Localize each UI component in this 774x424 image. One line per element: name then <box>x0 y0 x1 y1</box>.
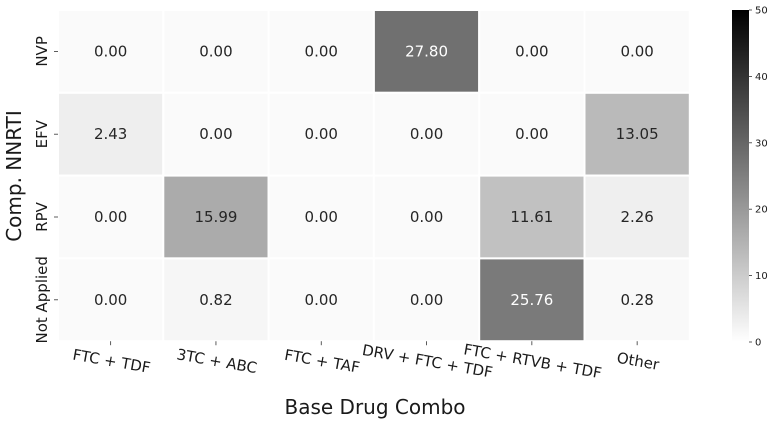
heatmap-cell-labels: 0.00 0.00 0.00 27.80 0.00 0.00 2.43 0.00 0.00 0.0… <box>94 42 659 308</box>
x-axis-ticks: FTC + TDF 3TC + ABC FTC + TAF DRV + FTC + T… <box>71 340 661 382</box>
heatmap-cell-value: 0.00 <box>305 42 338 60</box>
heatmap-cell <box>478 257 586 343</box>
y-tick-label: NVP <box>33 36 51 67</box>
heatmap-cell-value: 0.00 <box>305 291 338 309</box>
x-tick-label: Other <box>615 349 661 374</box>
heatmap-cell-value: 0.00 <box>94 291 127 309</box>
heatmap-cells <box>57 9 691 343</box>
x-tick-label: FTC + TAF <box>283 346 361 377</box>
heatmap-cell <box>57 257 165 343</box>
heatmap-cell-value: 0.00 <box>515 42 548 60</box>
y-tick-label: EFV <box>33 119 51 148</box>
heatmap-cell-value: 0.00 <box>515 125 548 143</box>
heatmap-cell-value: 0.00 <box>305 208 338 226</box>
colorbar-tick-label: 40 <box>755 72 768 83</box>
heatmap-cell-value: 0.00 <box>94 208 127 226</box>
heatmap-cell <box>57 9 165 94</box>
heatmap-cell <box>162 91 270 177</box>
heatmap-cell-value: 27.80 <box>405 42 448 60</box>
colorbar-tick-label: 20 <box>755 205 768 216</box>
colorbar: 0 10 20 30 40 50 <box>732 6 768 349</box>
heatmap-cell <box>372 91 481 177</box>
y-axis-label: Comp. NNRTI <box>2 110 26 242</box>
colorbar-gradient <box>732 10 749 342</box>
heatmap-cell <box>162 257 270 343</box>
heatmap-cell-value: 15.99 <box>194 208 237 226</box>
heatmap-cell <box>162 9 270 94</box>
x-tick-label: 3TC + ABC <box>175 345 258 377</box>
heatmap-cell-value: 25.76 <box>510 291 553 309</box>
heatmap-cell-value: 11.61 <box>510 208 553 226</box>
colorbar-tick-label: 10 <box>755 271 768 282</box>
heatmap-cell <box>267 257 375 343</box>
colorbar-tick-label: 0 <box>755 338 761 349</box>
heatmap-cell <box>583 174 691 260</box>
heatmap-cell-value: 0.00 <box>620 42 653 60</box>
heatmap-cell-value: 0.00 <box>199 42 232 60</box>
heatmap-cell <box>583 91 691 177</box>
heatmap-cell-value: 0.00 <box>199 125 232 143</box>
heatmap-cell-value: 0.00 <box>94 42 127 60</box>
heatmap-cell-value: 2.26 <box>620 208 653 226</box>
heatmap-cell <box>372 174 481 260</box>
heatmap-cell-value: 0.00 <box>410 208 443 226</box>
y-tick-label: RPV <box>33 201 51 231</box>
heatmap-cell <box>267 9 375 94</box>
heatmap-cell <box>583 9 691 94</box>
heatmap-cell-value: 0.82 <box>199 291 232 309</box>
y-tick-label: Not Applied <box>33 256 51 343</box>
heatmap-cell <box>372 257 481 343</box>
colorbar-tick-label: 50 <box>755 6 768 17</box>
colorbar-tick-label: 30 <box>755 138 768 149</box>
heatmap-cell-value: 2.43 <box>94 125 127 143</box>
heatmap-cell <box>162 174 270 260</box>
heatmap-cell <box>583 257 691 343</box>
heatmap-cell-value: 0.00 <box>305 125 338 143</box>
heatmap-cell <box>478 174 586 260</box>
heatmap-cell-value: 0.00 <box>410 291 443 309</box>
x-axis-label: Base Drug Combo <box>284 395 465 419</box>
y-axis-ticks: NVP EFV RPV Not Applied <box>33 36 58 344</box>
x-tick-label: FTC + TDF <box>71 346 152 377</box>
heatmap-cell-value: 13.05 <box>616 125 659 143</box>
heatmap-cell-value: 0.00 <box>410 125 443 143</box>
heatmap-cell-value: 0.28 <box>620 291 653 309</box>
